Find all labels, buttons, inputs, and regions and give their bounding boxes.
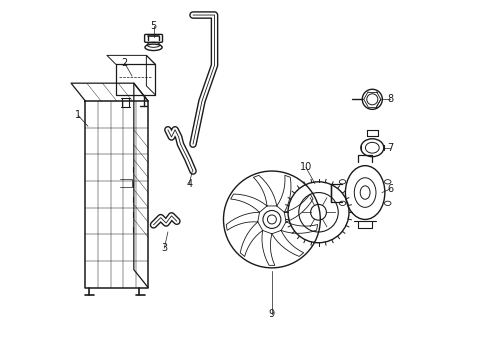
Text: 9: 9 bbox=[269, 310, 275, 319]
Text: 10: 10 bbox=[300, 162, 312, 172]
Text: 5: 5 bbox=[150, 21, 157, 31]
Text: 6: 6 bbox=[387, 184, 393, 194]
Text: 7: 7 bbox=[387, 143, 393, 153]
Text: 3: 3 bbox=[161, 243, 168, 253]
Text: 1: 1 bbox=[75, 111, 81, 121]
Text: 8: 8 bbox=[387, 94, 393, 104]
Text: 2: 2 bbox=[122, 58, 128, 68]
Text: 4: 4 bbox=[186, 179, 193, 189]
